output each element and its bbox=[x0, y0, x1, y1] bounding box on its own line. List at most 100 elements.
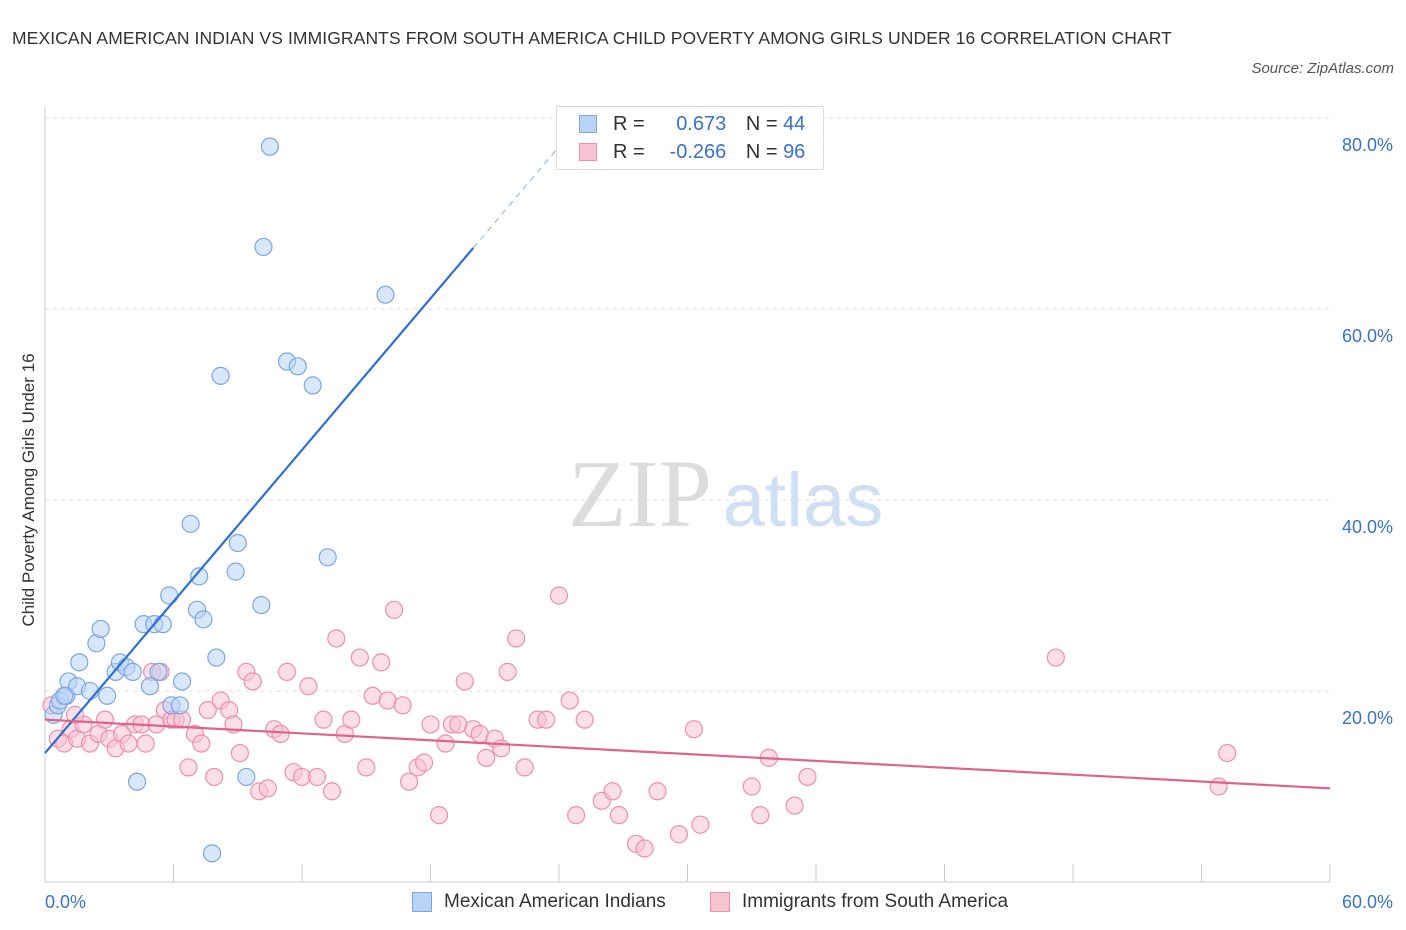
data-point bbox=[342, 710, 361, 729]
data-point bbox=[327, 629, 346, 648]
legend-r-label: R = bbox=[613, 141, 645, 163]
correlation-legend: R = 0.673 N = 44 R = -0.266 N = 96 bbox=[556, 106, 824, 170]
x-tick-label: 0.0% bbox=[45, 892, 86, 912]
data-point bbox=[307, 767, 327, 787]
data-point bbox=[498, 662, 517, 682]
data-point bbox=[318, 548, 337, 567]
data-point bbox=[55, 686, 74, 705]
data-point bbox=[492, 739, 511, 758]
data-point bbox=[648, 782, 667, 801]
data-point bbox=[258, 779, 277, 798]
data-point bbox=[288, 357, 307, 376]
trend-line-blue-extension bbox=[472, 146, 560, 249]
data-point bbox=[421, 715, 440, 734]
data-point bbox=[252, 595, 271, 615]
legend-r-value: 0.673 bbox=[676, 113, 727, 135]
x-tick-label: 60.0% bbox=[1342, 892, 1393, 912]
legend-n-value: 44 bbox=[783, 113, 806, 135]
data-point bbox=[190, 567, 209, 586]
data-point bbox=[123, 662, 142, 682]
data-point bbox=[277, 662, 297, 682]
y-tick-label: 60.0% bbox=[1342, 326, 1393, 346]
data-point bbox=[230, 743, 249, 763]
watermark-zip: ZIP bbox=[568, 440, 712, 547]
data-point bbox=[205, 767, 224, 787]
legend-swatch-blue bbox=[579, 115, 597, 133]
data-point bbox=[254, 237, 273, 257]
data-point bbox=[243, 672, 262, 691]
data-point bbox=[299, 677, 318, 696]
data-point bbox=[455, 672, 474, 691]
data-point bbox=[237, 767, 256, 787]
data-point bbox=[549, 586, 569, 605]
data-point bbox=[127, 772, 147, 791]
data-point bbox=[603, 782, 622, 801]
data-point bbox=[515, 758, 534, 777]
data-point bbox=[192, 734, 211, 753]
data-point bbox=[181, 514, 200, 533]
legend-r-label: R = bbox=[613, 113, 645, 135]
data-point bbox=[172, 672, 192, 691]
data-point bbox=[537, 710, 556, 729]
data-point bbox=[140, 677, 160, 696]
data-point bbox=[119, 734, 138, 753]
trend-line-pink bbox=[44, 718, 1331, 790]
watermark-atlas: atlas bbox=[723, 458, 884, 543]
source-label: Source: ZipAtlas.com bbox=[1251, 60, 1394, 77]
data-point bbox=[393, 696, 412, 715]
trend-lines bbox=[44, 146, 1331, 790]
data-point bbox=[363, 686, 382, 705]
data-point bbox=[378, 691, 397, 710]
bottom-legend-label: Immigrants from South America bbox=[742, 891, 1009, 912]
data-point bbox=[399, 772, 419, 791]
legend-r-value: -0.266 bbox=[669, 141, 727, 163]
trend-line-blue bbox=[44, 247, 475, 754]
y-tick-label: 40.0% bbox=[1342, 517, 1393, 537]
data-point bbox=[560, 691, 579, 710]
data-point bbox=[91, 619, 110, 639]
bottom-legend-swatch-pink bbox=[710, 892, 730, 912]
data-point bbox=[207, 648, 226, 667]
grid-lines bbox=[45, 117, 1330, 692]
data-point bbox=[202, 844, 222, 863]
data-point bbox=[357, 758, 376, 777]
data-point bbox=[1209, 777, 1228, 796]
data-point bbox=[160, 586, 179, 605]
data-point bbox=[153, 615, 172, 634]
data-point bbox=[65, 705, 85, 724]
chart-title: MEXICAN AMERICAN INDIAN VS IMMIGRANTS FR… bbox=[12, 28, 1172, 48]
data-point bbox=[314, 710, 333, 729]
y-axis-label: Child Poverty Among Girls Under 16 bbox=[19, 353, 38, 627]
data-point bbox=[384, 600, 404, 619]
data-point bbox=[80, 681, 100, 701]
data-point bbox=[669, 825, 689, 844]
data-point bbox=[429, 806, 449, 825]
data-point bbox=[751, 806, 770, 825]
data-point bbox=[194, 610, 213, 629]
data-point bbox=[376, 285, 395, 304]
y-tick-label: 20.0% bbox=[1342, 708, 1393, 728]
data-point bbox=[211, 366, 230, 385]
data-point bbox=[170, 696, 190, 715]
data-point bbox=[1046, 648, 1065, 667]
data-point bbox=[149, 662, 168, 682]
data-point bbox=[98, 686, 117, 705]
y-tick-label: 80.0% bbox=[1342, 135, 1393, 155]
bottom-legend-swatch-blue bbox=[412, 892, 432, 912]
data-point bbox=[477, 748, 496, 767]
data-point bbox=[742, 777, 761, 796]
data-point bbox=[372, 653, 391, 672]
bottom-legend-label: Mexican American Indians bbox=[444, 891, 666, 912]
legend-n-label: N = bbox=[745, 141, 778, 163]
watermark: ZIP atlas bbox=[568, 440, 883, 547]
data-point bbox=[228, 533, 247, 553]
data-point bbox=[136, 734, 155, 753]
data-point bbox=[436, 734, 455, 753]
data-point bbox=[635, 839, 654, 858]
data-point bbox=[798, 767, 817, 787]
y-axis-label-wrap: Child Poverty Among Girls Under 16 bbox=[17, 170, 41, 810]
data-point bbox=[226, 562, 245, 581]
data-point bbox=[303, 376, 322, 395]
series-mexican-american-indians bbox=[44, 137, 395, 863]
data-point bbox=[350, 648, 369, 667]
